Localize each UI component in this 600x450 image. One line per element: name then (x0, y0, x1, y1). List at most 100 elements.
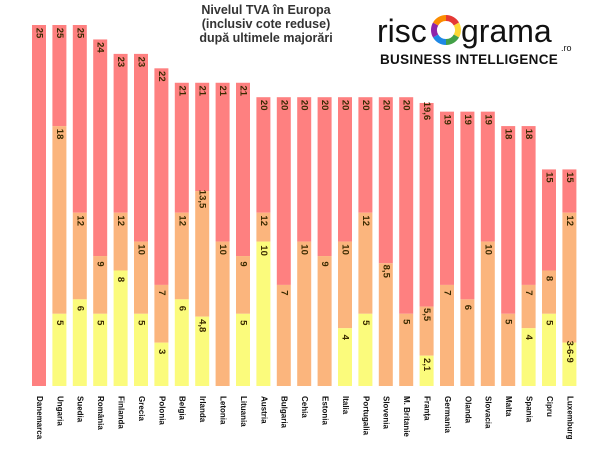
bar-standard-5 (134, 53, 148, 242)
bar-low-16 (358, 313, 373, 386)
value-label-standard-10: 21 (237, 85, 248, 96)
value-label-reduced-11: 12 (258, 215, 269, 226)
value-label-low-2: 6 (74, 306, 85, 311)
category-label-21: Olanda (463, 396, 472, 424)
value-label-reduced-15: 10 (339, 244, 350, 255)
value-label-standard-19: 19,6 (421, 102, 432, 121)
category-label-2: Suedia (76, 396, 85, 423)
bar-reduced-3 (93, 256, 108, 314)
logo-ring-segment (445, 15, 459, 26)
value-label-standard-15: 20 (339, 100, 350, 111)
category-label-26: Luxemburg (565, 396, 574, 440)
value-label-standard-12: 20 (278, 100, 289, 111)
bar-low-25 (542, 313, 556, 386)
bar-standard-10 (236, 82, 250, 257)
value-label-reduced-21: 6 (462, 305, 473, 310)
bar-reduced-19 (419, 306, 434, 356)
category-label-9: Letonia (218, 396, 227, 425)
value-label-low-4: 8 (115, 277, 126, 282)
bar-reduced-8 (195, 191, 210, 317)
value-label-standard-4: 23 (115, 57, 126, 68)
bar-reduced-4 (113, 212, 128, 271)
bar-reduced-16 (358, 212, 373, 314)
logo-ring-segment (433, 15, 447, 26)
value-label-standard-18: 20 (401, 100, 412, 111)
value-label-low-1: 5 (54, 320, 65, 326)
bar-standard-0 (32, 25, 46, 386)
bar-standard-13 (297, 97, 312, 242)
bar-standard-20 (440, 111, 454, 285)
value-label-standard-14: 20 (319, 100, 330, 111)
brand-logo: risc grama .ro BUSINESS INTELLIGENCE (377, 13, 572, 67)
title-line-3: după ultimele majorări (199, 31, 332, 45)
bar-low-15 (338, 328, 352, 386)
value-labels-layer: 25 25 18 5 25 12 6 24 9 5 23 12 8 23 10 5 22 7 3 21 12 6 21 13,… (33, 28, 574, 372)
category-label-18: M. Britanie (402, 396, 411, 437)
bar-low-26 (562, 342, 577, 386)
bar-reduced-21 (460, 299, 475, 386)
bar-standard-23 (501, 126, 516, 314)
value-label-low-15: 4 (339, 335, 350, 341)
bar-low-19 (419, 355, 434, 386)
bar-standard-12 (276, 97, 291, 285)
logo-ring-icon (431, 15, 461, 45)
bar-standard-8 (195, 82, 210, 192)
value-label-reduced-1: 18 (54, 129, 65, 140)
category-label-20: Germania (443, 396, 452, 433)
value-label-reduced-24: 7 (523, 290, 534, 295)
value-label-reduced-8: 13,5 (197, 190, 208, 209)
bar-reduced-7 (174, 212, 189, 300)
bar-reduced-20 (440, 284, 454, 386)
bar-standard-9 (215, 82, 230, 242)
value-label-standard-26: 15 (564, 172, 575, 183)
bar-low-2 (72, 299, 87, 386)
value-label-low-5: 5 (135, 320, 146, 326)
bar-reduced-22 (480, 241, 495, 386)
value-label-standard-17: 20 (380, 100, 391, 111)
value-label-low-7: 6 (176, 306, 187, 311)
value-label-standard-20: 19 (441, 114, 452, 125)
category-labels-layer: Danemarca Ungaria Suedia România Finlanda Gre… (35, 396, 574, 440)
bars-layer (32, 25, 577, 386)
bar-standard-6 (154, 68, 169, 285)
bar-low-8 (195, 316, 210, 386)
category-label-24: Spania (524, 396, 533, 423)
logo-ring-segment (431, 22, 439, 38)
bar-low-10 (236, 313, 250, 386)
bar-standard-4 (113, 53, 128, 213)
value-label-low-6: 3 (156, 349, 167, 354)
value-label-low-11: 10 (258, 245, 269, 256)
bar-reduced-24 (521, 284, 536, 329)
bar-standard-15 (338, 97, 352, 242)
value-label-standard-2: 25 (74, 28, 85, 39)
value-label-reduced-13: 10 (299, 244, 310, 255)
category-label-3: România (96, 396, 105, 430)
bar-reduced-17 (378, 263, 393, 386)
value-label-reduced-5: 10 (135, 244, 146, 255)
value-label-low-10: 5 (237, 320, 248, 326)
value-label-reduced-9: 10 (217, 244, 228, 255)
bar-standard-16 (358, 97, 373, 213)
value-label-reduced-22: 10 (482, 244, 493, 255)
category-label-11: Austria (259, 396, 268, 424)
brand-name-right: grama (461, 13, 552, 49)
bar-standard-11 (256, 97, 271, 213)
value-label-standard-8: 21 (197, 85, 208, 96)
bar-low-4 (113, 270, 128, 386)
bar-reduced-5 (134, 241, 148, 314)
category-label-25: Cipru (545, 396, 554, 417)
bar-low-1 (52, 313, 67, 386)
bar-standard-17 (378, 97, 393, 264)
chart-title: Nivelul TVA în Europa (inclusiv cote red… (199, 3, 332, 45)
bar-standard-14 (317, 97, 332, 257)
value-label-reduced-14: 9 (319, 261, 330, 266)
title-line-2: (inclusiv cote reduse) (202, 17, 331, 31)
value-label-reduced-10: 9 (237, 261, 248, 266)
value-label-standard-22: 19 (482, 114, 493, 125)
value-label-standard-3: 24 (95, 42, 106, 53)
value-label-reduced-4: 12 (115, 215, 126, 226)
value-label-standard-21: 19 (462, 114, 473, 125)
bar-standard-1 (52, 25, 67, 127)
category-label-7: Belgia (178, 396, 187, 421)
